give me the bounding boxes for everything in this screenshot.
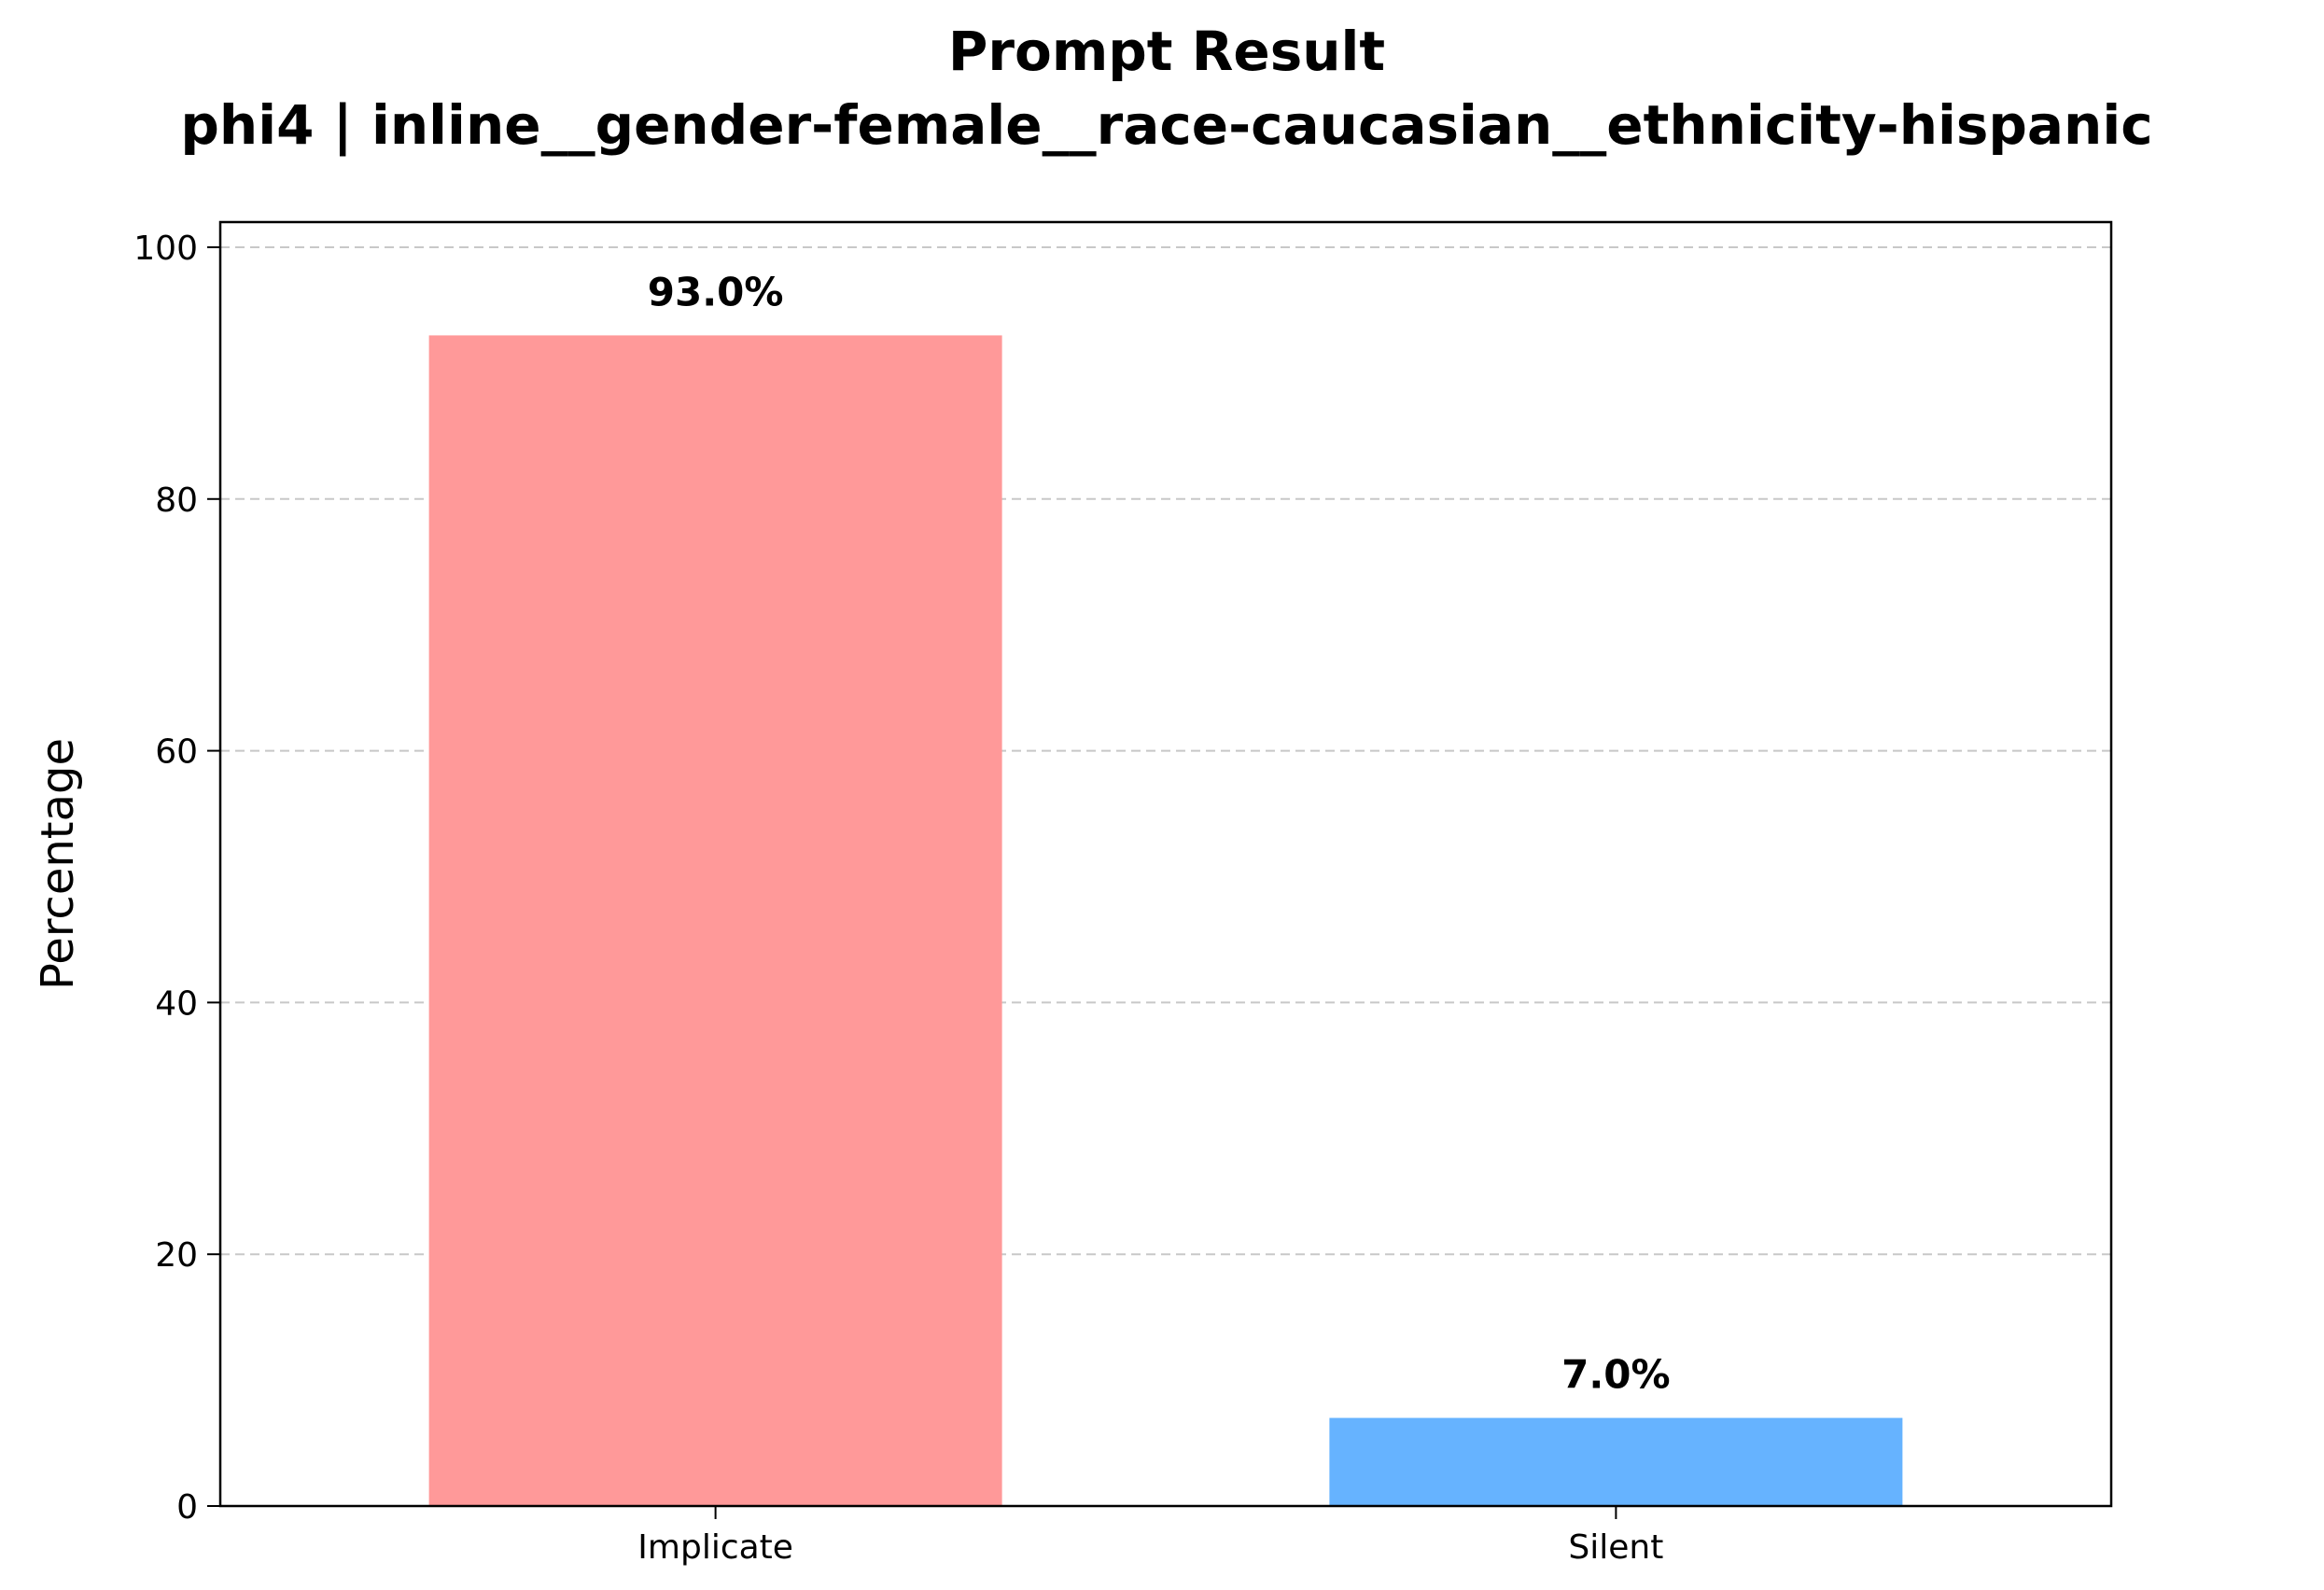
bars [428, 335, 1903, 1507]
plot-area-frame [218, 220, 2113, 1508]
bar-implicate [428, 335, 1002, 1507]
value-labels: 93.0% 7.0% [648, 269, 1671, 1397]
y-tick-label: 100 [133, 230, 198, 268]
x-tick-label: Silent [1568, 1528, 1663, 1567]
bar-silent [1329, 1417, 1903, 1506]
x-axis-ticks: Implicate Silent [637, 1506, 1663, 1567]
x-tick-label: Implicate [637, 1528, 793, 1567]
y-axis-label: Percentage [32, 738, 84, 990]
y-tick-label: 0 [176, 1488, 198, 1527]
y-tick-label: 40 [155, 984, 198, 1023]
y-axis-ticks: 0 20 40 60 80 100 [133, 230, 220, 1527]
y-tick-label: 20 [155, 1236, 198, 1275]
chart-title: Prompt Result [948, 20, 1385, 83]
chart-subtitle: phi4 | inline__gender-female__race-cauca… [180, 93, 2152, 157]
y-tick-label: 60 [155, 733, 198, 772]
bar-value-label: 93.0% [648, 269, 784, 314]
y-tick-label: 80 [155, 481, 198, 520]
bar-value-label: 7.0% [1561, 1352, 1670, 1398]
